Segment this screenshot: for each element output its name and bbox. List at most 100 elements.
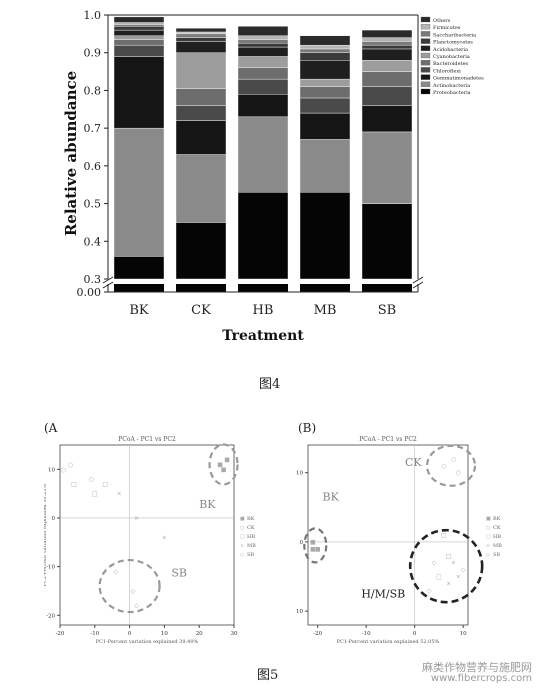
y-tick-label: 0.7 [84,122,102,135]
bar-segment [113,127,165,257]
scatter-point: ■ [224,457,230,464]
legend-label: CK [247,525,255,531]
scatter-point: × [451,560,456,567]
bar-segment [299,78,351,87]
bar-segment [361,86,413,106]
y-tick-label: 0.00 [77,286,102,299]
bar-segment [361,48,413,61]
x-tick-label: 10 [161,631,168,637]
bar-segment [175,52,227,89]
axis-break-mark [102,281,114,289]
x-tick-label: CK [191,303,211,318]
bar-segment [237,192,289,280]
legend-label: CK [493,525,501,531]
scatter-point: □ [92,491,98,498]
scatter-point: □ [441,532,447,539]
y-tick-label: 0.5 [84,198,102,211]
bar-segment [175,33,227,38]
x-tick-label: BK [129,303,149,318]
scatter-point: □ [71,481,77,488]
bar-segment [237,39,289,44]
bar-segment [113,22,165,25]
legend-label: Gemmatimonadetes [433,76,484,82]
bar-segment [237,43,289,48]
x-tick-label: -20 [313,631,322,637]
scatter-point: ○ [89,476,94,483]
x-tick-label: -20 [56,631,65,637]
panel-label: (B) [298,421,316,435]
scatter-point: ■ [310,546,316,553]
legend-label: HB [493,534,501,540]
y-tick-label: 0.9 [84,47,102,60]
y-tick-label: 10 [296,471,303,477]
bar-segment [175,31,227,35]
scatter-point: ■ [310,539,316,546]
scatter-point: × [162,534,167,541]
bar-segment [299,52,351,61]
bar-segment [237,56,289,68]
legend-label: SB [493,552,500,558]
x-tick-label: 0 [128,631,132,637]
bar-segment [113,39,165,46]
legend-label: BK [493,516,501,522]
scatter-point: ◇ [134,603,139,610]
bar-segment [361,203,413,280]
bar-base-segment [176,284,226,292]
scatter-point: ◇ [427,587,432,594]
scatter-point: ○ [456,470,461,477]
scatter-point: □ [436,574,442,581]
group-label: CK [405,456,422,469]
axis-break-mark [412,281,424,289]
figure5-caption: 图5 [257,668,279,683]
bar-segment [175,105,227,121]
plot-title: PCoA - PC1 vs PC2 [359,436,417,443]
scatter-point: × [117,491,122,498]
bar-segment [113,256,165,280]
bar-segment [361,131,413,204]
y-axis-label: PC2-Percent variation explained 30.25% [44,483,48,586]
scatter-point: ◇ [432,560,437,567]
bar-segment [361,44,413,50]
legend-marker: × [486,543,490,549]
legend-marker: ■ [486,516,491,522]
bar-segment [113,56,165,129]
bar-segment [237,26,289,36]
y-tick-label: -10 [296,609,303,615]
plot-title: PCoA - PC1 vs PC2 [118,436,176,443]
bar-segment [299,192,351,280]
watermark-text: 麻类作物营养与施肥网 [422,661,532,674]
bar-base-segment [362,284,412,292]
x-tick-label: -10 [90,631,99,637]
figure5b-pcoa-scatter: (B) PCoA - PC1 vs PC2 -20 -10 0 10 -10 0 10 PC1-P… [296,421,502,645]
legend-marker: □ [486,534,491,540]
bar-segment [113,24,165,27]
y-tick-label: 0 [300,540,304,546]
bar-segment [299,97,351,114]
legend-label: Actinobacteria [432,83,470,89]
axis-break-mark [102,276,114,284]
bar-segment [175,37,227,42]
bar-segment [113,35,165,40]
x-tick-label: 30 [231,631,238,637]
y-tick-label: 10 [48,467,55,473]
legend-swatch [420,67,431,73]
bar-segment [361,71,413,87]
y-tick-label: 1.0 [84,9,102,22]
legend-swatch [420,31,431,37]
bar-segment [113,26,165,31]
group-ellipse [208,443,239,486]
figure4-caption: 图4 [259,377,281,392]
y-tick-label: 0 [52,516,56,522]
x-tick-label: SB [378,303,396,318]
plot-frame [307,444,469,626]
x-tick-label: MB [314,303,337,318]
bar-segment [361,29,413,38]
group-ellipse [98,558,161,614]
y-tick-label: 0.6 [84,160,102,173]
legend-swatch [420,88,431,95]
legend-label: MB [247,543,256,549]
bar-segment [299,112,351,140]
legend-marker: ■ [240,516,245,522]
legend-label: Chloroflexi [433,68,461,74]
bar-segment [299,60,351,80]
